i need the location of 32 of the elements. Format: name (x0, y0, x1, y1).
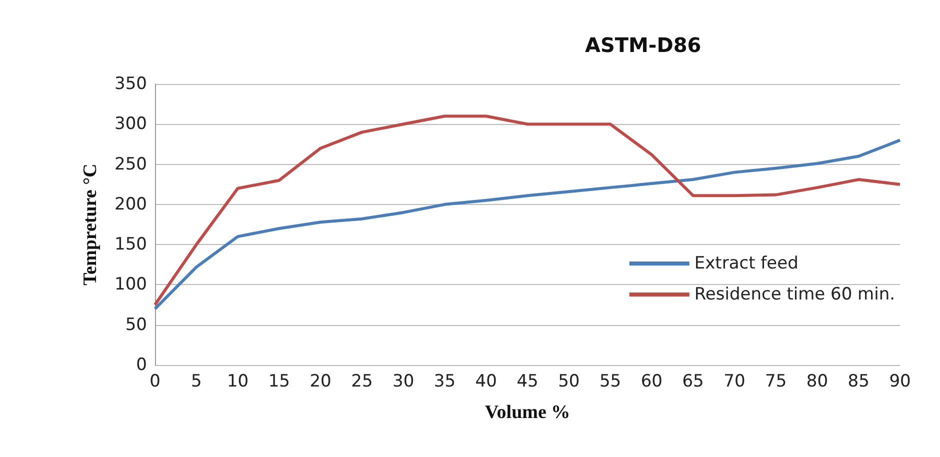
x-tick-label: 45 (516, 372, 538, 392)
x-tick-label: 5 (190, 372, 202, 392)
x-tick-label: 0 (150, 372, 160, 392)
x-tick-label: 35 (434, 372, 456, 392)
legend-label: Residence time 60 min. (694, 284, 896, 304)
x-tick-label: 85 (848, 372, 870, 392)
x-tick-label: 30 (392, 372, 414, 392)
y-tick-label: 100 (114, 274, 147, 295)
y-tick-label: 150 (114, 234, 147, 255)
x-tick-label: 10 (226, 372, 249, 392)
y-tick-label: 0 (136, 355, 147, 375)
chart-title: ASTM-D86 (585, 33, 702, 57)
x-tick-label: 25 (351, 372, 373, 392)
legend-label: Extract feed (694, 254, 798, 274)
x-tick-label: 40 (475, 372, 497, 392)
x-tick-label: 20 (310, 372, 332, 392)
x-tick-label: 65 (682, 372, 704, 392)
x-tick-label: 75 (765, 372, 787, 392)
x-axis-title: Volume % (484, 402, 570, 423)
y-tick-label: 250 (114, 154, 147, 174)
x-tick-label: 80 (806, 372, 828, 392)
y-tick-label: 350 (114, 74, 147, 94)
x-tick-label: 50 (558, 372, 580, 392)
y-tick-label: 300 (114, 114, 147, 134)
y-tick-label: 50 (125, 314, 147, 335)
x-tick-label: 55 (599, 372, 622, 392)
x-tick-label: 15 (268, 372, 290, 392)
y-axis-title: Tempreture °C (80, 164, 101, 286)
x-tick-label: 90 (889, 372, 911, 392)
x-tick-label: 60 (640, 372, 662, 392)
y-tick-label: 200 (114, 194, 147, 214)
x-tick-label: 70 (724, 372, 746, 392)
